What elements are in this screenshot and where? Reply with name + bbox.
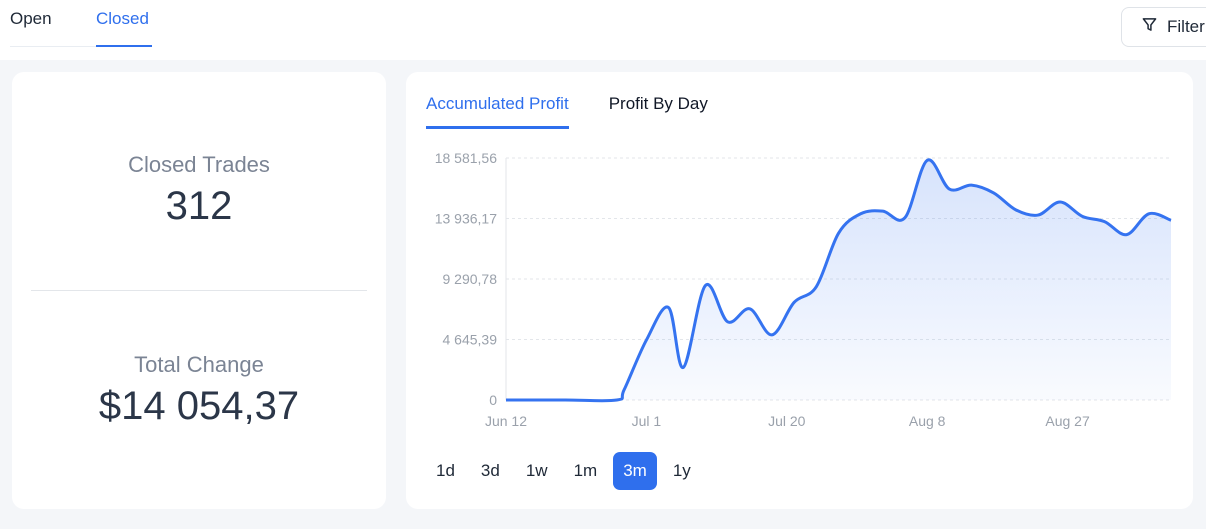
total-change-value: $14 054,37: [98, 384, 300, 428]
profit-area: [506, 159, 1171, 401]
tab-profit-by-day[interactable]: Profit By Day: [608, 94, 708, 113]
period-3d[interactable]: 3d: [480, 461, 500, 480]
period-1d[interactable]: 1d: [436, 461, 455, 480]
tab-accumulated-profit[interactable]: Accumulated Profit: [426, 94, 569, 129]
period-3m[interactable]: 3m: [613, 452, 657, 490]
y-tick-label: 4 645,39: [443, 332, 498, 348]
filter-label: Filter: [1167, 17, 1205, 36]
tab-open[interactable]: Open: [10, 9, 52, 28]
period-1y[interactable]: 1y: [672, 461, 691, 480]
y-tick-label: 9 290,78: [443, 271, 498, 287]
y-tick-label: 13 936,17: [435, 211, 497, 227]
top-bar: Open Closed Filter: [0, 0, 1206, 60]
closed-trades-label: Closed Trades: [128, 152, 270, 177]
chart-card: Accumulated Profit Profit By Day 0 4 645,…: [406, 72, 1193, 509]
x-tick-label: Jul 1: [632, 413, 662, 429]
total-change-label: Total Change: [134, 352, 264, 377]
y-tick-label: 18 581,56: [435, 150, 497, 166]
filter-icon: [1142, 17, 1167, 37]
period-selector: 1d 3d 1w 1m 3m 1y: [426, 452, 707, 490]
trade-tabs: Open Closed: [10, 0, 152, 47]
chart-tabs: Accumulated Profit Profit By Day: [426, 94, 708, 129]
stats-divider: [31, 290, 367, 291]
period-1w[interactable]: 1w: [525, 461, 548, 480]
x-tick-label: Jul 20: [768, 413, 806, 429]
profit-line: [505, 158, 1172, 403]
tab-closed[interactable]: Closed: [96, 0, 152, 47]
x-tick-label: Jun 12: [485, 413, 527, 429]
x-tick-label: Aug 8: [909, 413, 946, 429]
stats-card: Closed Trades 312 Total Change $14 054,3…: [12, 72, 386, 509]
filter-button[interactable]: Filter: [1121, 7, 1206, 47]
profit-chart: 0 4 645,39 9 290,78 13 936,17 18 581,56 Jun 1…: [435, 150, 1172, 429]
y-tick-label: 0: [489, 392, 497, 408]
x-tick-label: Aug 27: [1045, 413, 1090, 429]
closed-trades-value: 312: [165, 184, 233, 228]
period-1m[interactable]: 1m: [573, 461, 598, 480]
